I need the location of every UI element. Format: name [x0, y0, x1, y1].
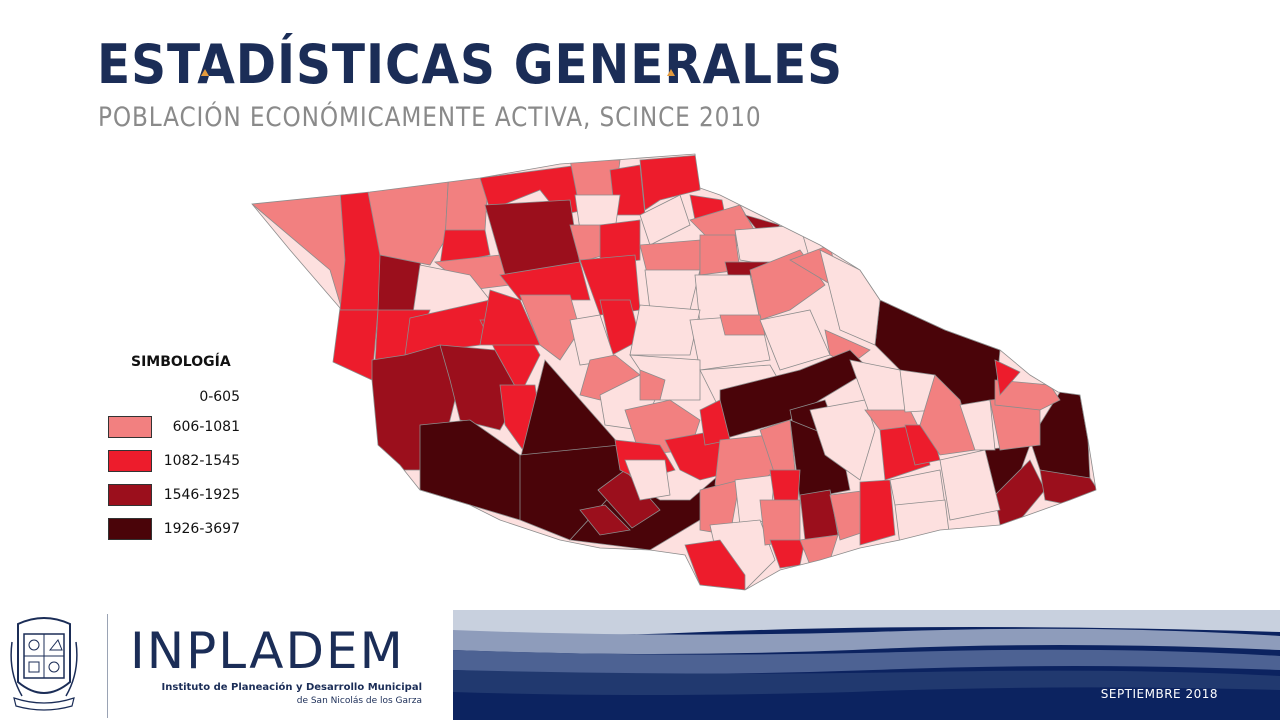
legend-title: SIMBOLOGÍA [131, 354, 231, 370]
choropleth-map [251, 153, 1097, 591]
census-unit [939, 449, 1001, 521]
legend-swatch [108, 484, 152, 506]
map-legend: SIMBOLOGÍA 0-605 606-1081 1082-1545 1546… [100, 350, 250, 550]
census-unit [599, 219, 641, 266]
legend-swatch [108, 416, 152, 438]
publication-date: SEPTIEMBRE 2018 [1100, 687, 1218, 701]
census-unit [759, 499, 801, 546]
org-location: de San Nicolás de los Garza [296, 696, 422, 706]
legend-label: 1082-1545 [163, 453, 240, 469]
census-unit [994, 359, 1021, 396]
census-unit [994, 459, 1046, 526]
legend-label: 1546-1925 [163, 487, 240, 503]
census-unit [444, 154, 491, 241]
census-unit [639, 194, 691, 246]
census-unit [499, 261, 591, 301]
org-logo-text: INPLADEM [130, 622, 405, 680]
census-unit [809, 399, 876, 481]
legend-item: 0-605 [108, 386, 248, 410]
footer-wave-band [453, 610, 1280, 720]
census-unit [579, 504, 631, 536]
legend-label: 0-605 [199, 389, 240, 405]
legend-item: 606-1081 [108, 416, 248, 440]
census-unit [919, 374, 976, 456]
census-unit [644, 269, 701, 311]
legend-label: 1926-3697 [163, 521, 240, 537]
legend-item: 1546-1925 [108, 484, 248, 508]
legend-swatch [108, 386, 152, 408]
legend-item: 1926-3697 [108, 518, 248, 542]
census-unit [719, 349, 871, 441]
legend-label: 606-1081 [172, 419, 240, 435]
footer-divider [107, 614, 108, 718]
page-subtitle: POBLACIÓN ECONÓMICAMENTE ACTIVA, SCINCE … [98, 102, 762, 133]
census-unit [519, 294, 581, 361]
census-unit [684, 539, 746, 590]
title-accent-mark [201, 69, 209, 76]
census-unit [439, 229, 491, 266]
census-unit [819, 249, 881, 346]
municipal-crest-icon [10, 617, 78, 711]
municipality-outline [251, 153, 1097, 591]
census-unit [639, 369, 666, 401]
census-unit [624, 459, 671, 501]
census-unit [959, 399, 996, 451]
census-unit [859, 479, 896, 546]
legend-swatch [108, 518, 152, 540]
title-accent-mark [667, 69, 675, 76]
legend-swatch [108, 450, 152, 472]
page-title: ESTADÍSTICAS GENERALES [97, 33, 844, 96]
org-full-name: Instituto de Planeación y Desarrollo Mun… [161, 682, 422, 693]
census-unit [994, 379, 1061, 411]
census-unit [629, 304, 701, 356]
legend-item: 1082-1545 [108, 450, 248, 474]
census-unit [597, 469, 661, 529]
census-unit [719, 314, 766, 336]
census-unit [329, 309, 379, 381]
census-unit [894, 499, 951, 546]
census-units [252, 154, 1096, 590]
